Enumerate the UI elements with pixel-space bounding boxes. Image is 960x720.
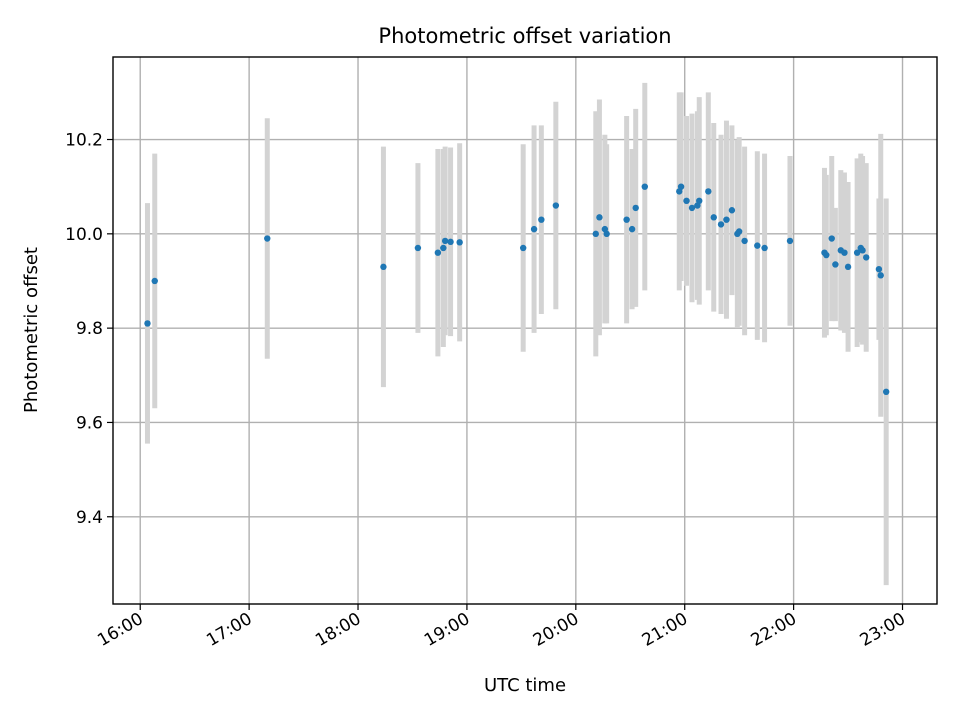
data-point [456,239,463,246]
y-tick-label: 10.2 [65,131,103,151]
x-tick-label: 17:00 [203,609,255,651]
data-point [596,214,603,221]
y-axis-label: Photometric offset [21,247,42,413]
data-point [832,261,839,268]
y-tick-label: 9.8 [76,319,103,339]
data-point [696,197,703,205]
x-tick-label: 23:00 [857,609,909,651]
x-tick-label: 22:00 [748,609,800,651]
data-point [723,216,730,223]
data-point [828,235,835,242]
data-point [380,263,387,271]
data-point [151,277,158,285]
data-point [447,238,454,246]
x-tick-label: 20:00 [530,609,582,651]
data-point [853,249,861,256]
data-point [538,216,545,223]
data-point [735,228,743,235]
x-tick-label: 21:00 [639,609,691,651]
error-bars [144,82,889,586]
data-point [688,204,696,212]
data-point [628,225,636,233]
data-points [144,183,890,396]
x-axis-ticks: 16:00 17:00 18:00 19:00 20:00 21:00 22:00 23:00 [94,604,909,651]
data-point [710,214,717,221]
y-tick-label: 9.4 [76,508,103,528]
x-tick-label: 18:00 [312,609,364,651]
data-point [414,244,422,252]
y-tick-label: 9.6 [76,413,103,433]
data-point [683,197,690,205]
data-point [786,237,794,245]
data-point [728,207,736,214]
data-point [144,320,151,327]
data-point [717,221,725,228]
data-point [641,183,648,190]
data-point [440,244,447,252]
data-point [882,388,890,396]
data-point [877,272,884,279]
data-point [603,230,610,238]
data-point [823,251,830,259]
axes-frame [112,56,938,605]
x-axis-label: UTC time [484,675,566,696]
data-point [844,263,852,271]
data-point [841,249,848,256]
x-tick-label: 19:00 [421,609,473,651]
data-point [761,244,768,252]
data-point [434,249,442,256]
y-tick-label: 10.0 [65,225,103,245]
data-point [264,235,271,242]
data-point [859,247,866,254]
x-tick-label: 16:00 [94,609,146,651]
data-point [741,237,748,245]
data-point [632,204,639,212]
data-point [623,216,630,223]
data-point [863,254,870,261]
data-point [754,242,761,249]
y-axis-ticks: 9.4 9.6 9.8 10.0 10.2 [65,131,113,528]
data-point [875,265,883,273]
data-point [530,225,538,233]
data-point [552,202,560,209]
data-point [519,244,527,252]
data-point [441,237,449,245]
data-point [592,230,599,238]
data-point [677,183,685,190]
data-point [705,188,712,195]
chart-title: Photometric offset variation [378,24,671,48]
